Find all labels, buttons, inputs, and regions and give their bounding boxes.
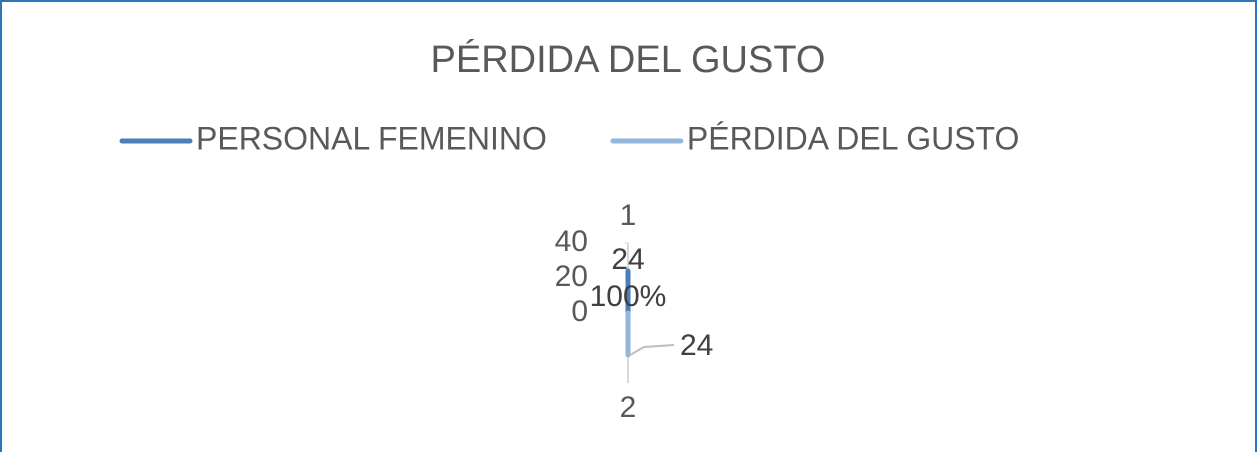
data-label: 24: [611, 243, 644, 276]
radial-tick-label: 0: [571, 295, 588, 328]
legend-label: PERSONAL FEMENINO: [196, 120, 547, 156]
radial-tick-label: 20: [555, 260, 588, 293]
category-label: 1: [620, 199, 637, 232]
leader-line: [629, 344, 675, 356]
radial-tick-label: 40: [555, 225, 588, 258]
annotation: 100%: [590, 280, 667, 313]
category-label: 2: [620, 391, 637, 424]
data-label: 24: [680, 329, 713, 362]
legend-label: PÉRDIDA DEL GUSTO: [687, 120, 1020, 156]
chart-title: PÉRDIDA DEL GUSTO: [431, 38, 826, 81]
